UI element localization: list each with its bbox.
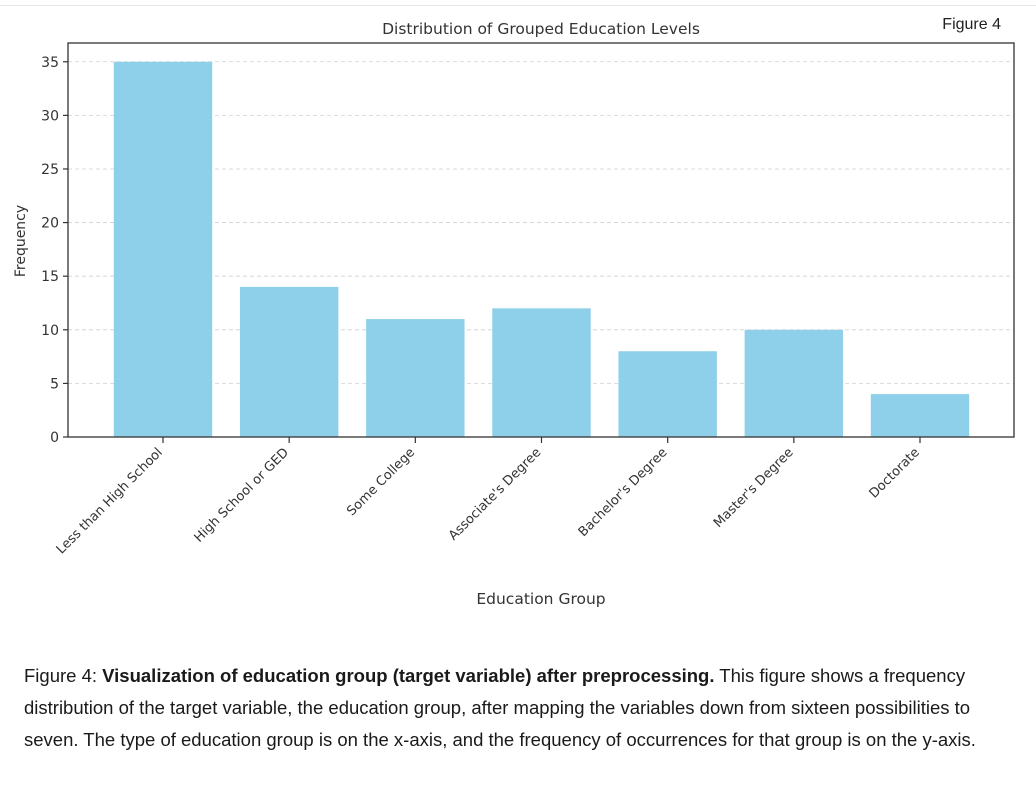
bar bbox=[870, 394, 970, 437]
y-axis: 0 5 10 15 20 25 30 35 bbox=[41, 55, 68, 446]
bars bbox=[113, 61, 970, 438]
chart-title: Distribution of Grouped Education Levels bbox=[382, 20, 700, 38]
bar bbox=[744, 329, 844, 437]
figure-caption: Figure 4: Visualization of education gro… bbox=[24, 660, 1024, 756]
y-axis-label: Frequency bbox=[13, 205, 29, 277]
y-tick-label: 25 bbox=[41, 162, 59, 178]
figure-label: Figure 4 bbox=[942, 16, 1001, 33]
x-tick-label: Some College bbox=[344, 445, 418, 519]
bar bbox=[618, 351, 717, 437]
y-tick-label: 15 bbox=[41, 269, 59, 285]
x-axis: Less than High School High School or GED S… bbox=[54, 437, 923, 557]
x-tick-label: Master's Degree bbox=[711, 445, 797, 531]
bar bbox=[113, 61, 213, 438]
y-tick-label: 10 bbox=[41, 323, 59, 339]
bar bbox=[366, 319, 465, 437]
top-divider bbox=[0, 5, 1036, 6]
y-tick-label: 20 bbox=[41, 216, 59, 232]
y-tick-label: 5 bbox=[50, 376, 59, 392]
x-tick-label: Doctorate bbox=[867, 445, 923, 501]
caption-bold: Visualization of education group (target… bbox=[102, 665, 715, 686]
y-tick-label: 0 bbox=[50, 430, 59, 446]
x-tick-label: Bachelor's Degree bbox=[576, 445, 671, 540]
y-tick-label: 30 bbox=[41, 108, 59, 124]
x-tick-label: Less than High School bbox=[54, 445, 166, 557]
x-tick-label: Associate's Degree bbox=[446, 445, 544, 543]
bar bbox=[492, 308, 591, 437]
x-tick-label: High School or GED bbox=[192, 445, 292, 545]
x-axis-label: Education Group bbox=[476, 590, 605, 608]
bar bbox=[239, 286, 339, 437]
y-tick-label: 35 bbox=[41, 55, 59, 71]
caption-prefix: Figure 4: bbox=[24, 665, 103, 686]
bar-chart: 0 5 10 15 20 25 30 35 Less than High School High… bbox=[13, 20, 1015, 608]
caption-text: This figure shows a frequency distributi… bbox=[24, 665, 976, 750]
